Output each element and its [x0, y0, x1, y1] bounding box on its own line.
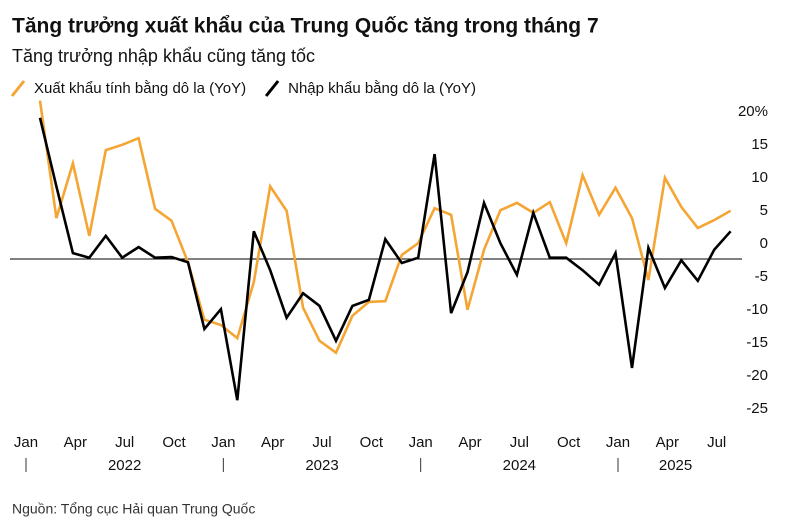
y-tick-label: -15 — [746, 334, 768, 351]
chart-subtitle: Tăng trưởng nhập khẩu cũng tăng tốc — [12, 46, 315, 66]
year-label: 2025 — [659, 457, 692, 474]
series-line — [38, 117, 732, 401]
x-tick-label: Apr — [458, 434, 481, 451]
x-tick-label: Jul — [707, 434, 726, 451]
y-tick-label: 15 — [751, 136, 768, 153]
year-label: 2024 — [503, 457, 536, 474]
y-tick-label: 10 — [751, 169, 768, 186]
x-tick-label: Jul — [115, 434, 134, 451]
chart-title: Tăng trưởng xuất khẩu của Trung Quốc tăn… — [12, 15, 599, 38]
x-tick-label: Jul — [312, 434, 331, 451]
x-tick-label: Jan — [211, 434, 235, 451]
legend-swatch — [10, 80, 26, 97]
y-tick-label: -10 — [746, 301, 768, 318]
y-tick-label: 0 — [760, 235, 768, 252]
x-tick-label: Oct — [162, 434, 186, 451]
x-tick-label: Jan — [14, 434, 38, 451]
y-tick-label: 5 — [760, 202, 768, 219]
x-tick-label: Jan — [606, 434, 630, 451]
y-tick-label: 20% — [738, 103, 768, 120]
x-tick-label: Oct — [557, 434, 581, 451]
source-note: Nguồn: Tổng cục Hải quan Trung Quốc — [12, 501, 255, 517]
y-tick-label: -25 — [746, 400, 768, 417]
x-tick-label: Apr — [261, 434, 284, 451]
x-tick-label: Oct — [360, 434, 384, 451]
legend-label: Nhập khẩu bằng dô la (YoY) — [288, 80, 476, 97]
year-label: 2022 — [108, 457, 141, 474]
legend-label: Xuất khẩu tính bằng dô la (YoY) — [34, 80, 246, 97]
series-line — [38, 100, 732, 355]
x-tick-label: Apr — [64, 434, 87, 451]
year-label: 2023 — [305, 457, 338, 474]
y-tick-label: -20 — [746, 367, 768, 384]
x-tick-label: Jul — [510, 434, 529, 451]
y-tick-label: -5 — [755, 268, 768, 285]
legend-swatch — [264, 80, 280, 97]
x-tick-label: Jan — [409, 434, 433, 451]
x-tick-label: Apr — [656, 434, 679, 451]
